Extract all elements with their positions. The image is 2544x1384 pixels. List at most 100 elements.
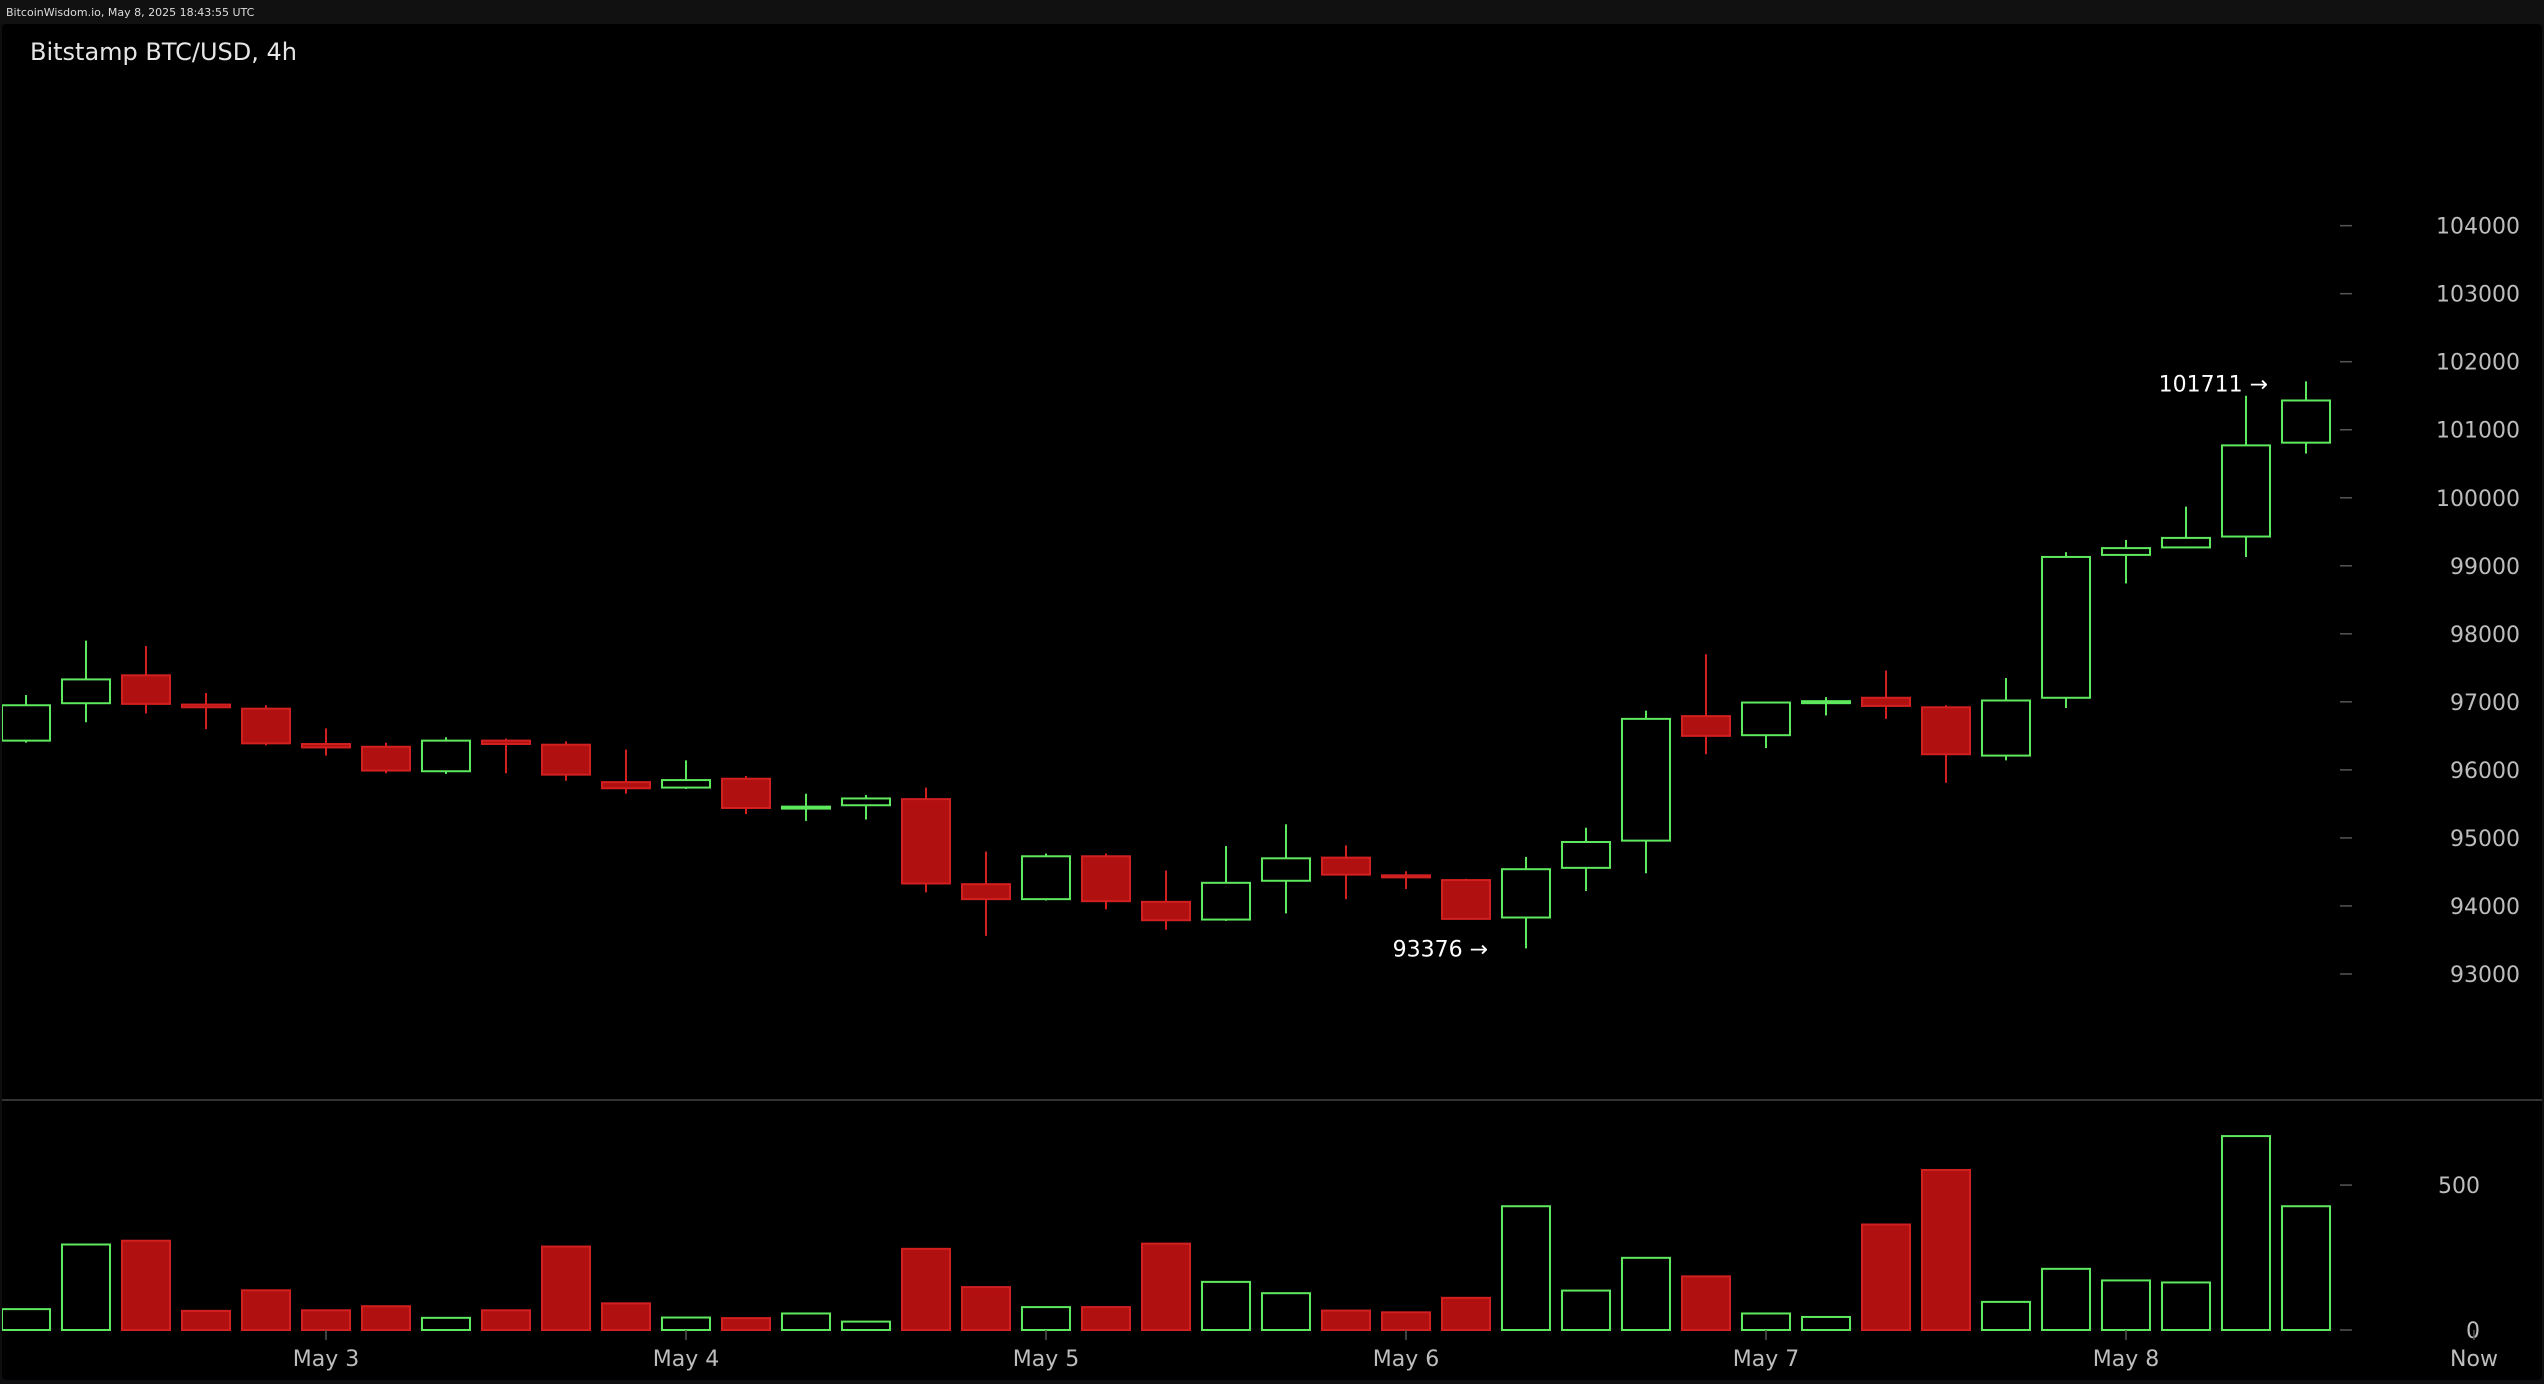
- time-label: May 7: [1733, 1347, 1799, 1372]
- volume-bar-up: [2, 1308, 51, 1332]
- volume-bar-down: [601, 1302, 651, 1332]
- candle-up: [2041, 555, 2091, 699]
- volume-bar-up: [841, 1320, 891, 1332]
- candle-up: [1741, 701, 1791, 737]
- volume-bar-down: [1861, 1223, 1911, 1332]
- volume-tick-label: 500: [2438, 1174, 2480, 1199]
- candle-up: [2101, 547, 2151, 556]
- volume-bar-down: [541, 1245, 591, 1331]
- candle-up: [1981, 699, 2031, 757]
- volume-bar-up: [1621, 1256, 1671, 1331]
- time-label: May 8: [2093, 1347, 2159, 1372]
- volume-bar-down: [1141, 1242, 1191, 1331]
- candle-down: [1861, 696, 1911, 707]
- candle-up: [2221, 444, 2271, 538]
- volume-bar-down: [1381, 1311, 1431, 1332]
- volume-bar-down: [1321, 1309, 1371, 1332]
- volume-tick-label: 0: [2466, 1319, 2480, 1344]
- candle-down: [1441, 879, 1491, 920]
- candle-up: [2281, 399, 2331, 444]
- candle-up: [1261, 857, 1311, 882]
- volume-bar-down: [181, 1309, 231, 1331]
- price-tick-label: 98000: [2450, 623, 2520, 648]
- candle-down: [1321, 856, 1371, 876]
- volume-bar-down: [1681, 1275, 1731, 1332]
- candle-down: [301, 743, 351, 749]
- candle-up: [61, 678, 111, 705]
- candle-down: [361, 745, 411, 772]
- volume-bar-up: [61, 1243, 111, 1332]
- price-annotation: 101711 →: [2159, 372, 2268, 397]
- price-annotation: 93376 →: [1393, 937, 1488, 962]
- volume-bar-up: [2281, 1205, 2331, 1332]
- time-label: May 6: [1373, 1347, 1439, 1372]
- candle-down: [541, 743, 591, 776]
- volume-bar-down: [361, 1305, 411, 1332]
- volume-bar-up: [781, 1312, 831, 1332]
- volume-bar-up: [661, 1316, 711, 1332]
- chart-title: Bitstamp BTC/USD, 4h: [30, 38, 297, 66]
- candle-up: [421, 739, 471, 773]
- time-label: May 5: [1013, 1347, 1079, 1372]
- volume-bar-down: [121, 1239, 171, 1331]
- candle-down: [601, 781, 651, 790]
- price-tick-label: 104000: [2436, 215, 2520, 240]
- volume-bar-up: [421, 1316, 471, 1331]
- candle-down: [481, 739, 531, 746]
- time-label: May 4: [653, 1347, 719, 1372]
- candle-down: [241, 707, 291, 745]
- candle-up: [661, 779, 711, 789]
- candle-up: [1501, 868, 1551, 919]
- volume-bar-up: [2101, 1279, 2151, 1332]
- volume-bar-down: [301, 1309, 351, 1331]
- volume-bar-up: [1981, 1300, 2031, 1331]
- candle-down: [181, 703, 231, 709]
- candle-down: [1141, 900, 1191, 922]
- candle-down: [961, 883, 1011, 901]
- volume-bar-down: [481, 1309, 531, 1331]
- candle-down: [901, 798, 951, 885]
- candle-up: [841, 797, 891, 807]
- price-tick-label: 95000: [2450, 827, 2520, 852]
- candle-down: [121, 674, 171, 705]
- candle-up: [781, 805, 831, 810]
- price-tick-label: 99000: [2450, 555, 2520, 580]
- volume-bar-down: [1441, 1296, 1491, 1331]
- price-volume-chart[interactable]: 93000 94000 95000 96000 97000 98000 99000 10000…: [2, 24, 2542, 1380]
- price-tick-label: 101000: [2436, 419, 2520, 444]
- volume-bar-up: [2221, 1135, 2271, 1331]
- volume-bar-up: [1021, 1306, 1071, 1331]
- top-bar: BitcoinWisdom.io, May 8, 2025 18:43:55 U…: [0, 0, 2544, 24]
- source-timestamp: BitcoinWisdom.io, May 8, 2025 18:43:55 U…: [6, 6, 255, 19]
- volume-bar-down: [1081, 1306, 1131, 1331]
- candle-up: [1021, 855, 1071, 901]
- price-tick-label: 96000: [2450, 759, 2520, 784]
- candle-down: [721, 777, 771, 809]
- volume-bar-down: [901, 1247, 951, 1331]
- volume-bar-down: [1921, 1169, 1971, 1331]
- candle-up: [1561, 840, 1611, 869]
- price-tick-label: 93000: [2450, 963, 2520, 988]
- price-tick-label: 100000: [2436, 487, 2520, 512]
- candle-down: [1381, 874, 1431, 879]
- volume-bar-up: [1501, 1205, 1551, 1332]
- candle-up: [1801, 700, 1851, 705]
- volume-bar-up: [1801, 1315, 1851, 1332]
- time-label: May 3: [293, 1347, 359, 1372]
- candle-up: [1201, 881, 1251, 921]
- volume-bar-up: [1261, 1292, 1311, 1331]
- candle-up: [1621, 717, 1671, 842]
- time-label: Now: [2450, 1347, 2498, 1372]
- candle-down: [1081, 855, 1131, 903]
- volume-bar-down: [721, 1317, 771, 1332]
- chart-frame[interactable]: Bitstamp BTC/USD, 4h 93000 94000 95000 9600…: [2, 24, 2542, 1380]
- volume-bar-up: [2041, 1267, 2091, 1331]
- volume-bar-down: [961, 1286, 1011, 1331]
- price-tick-label: 94000: [2450, 895, 2520, 920]
- price-tick-label: 97000: [2450, 691, 2520, 716]
- volume-bar-up: [1201, 1280, 1251, 1331]
- price-tick-label: 102000: [2436, 351, 2520, 376]
- volume-bar-up: [1561, 1289, 1611, 1331]
- volume-bar-up: [2161, 1281, 2211, 1331]
- volume-bar-down: [241, 1289, 291, 1331]
